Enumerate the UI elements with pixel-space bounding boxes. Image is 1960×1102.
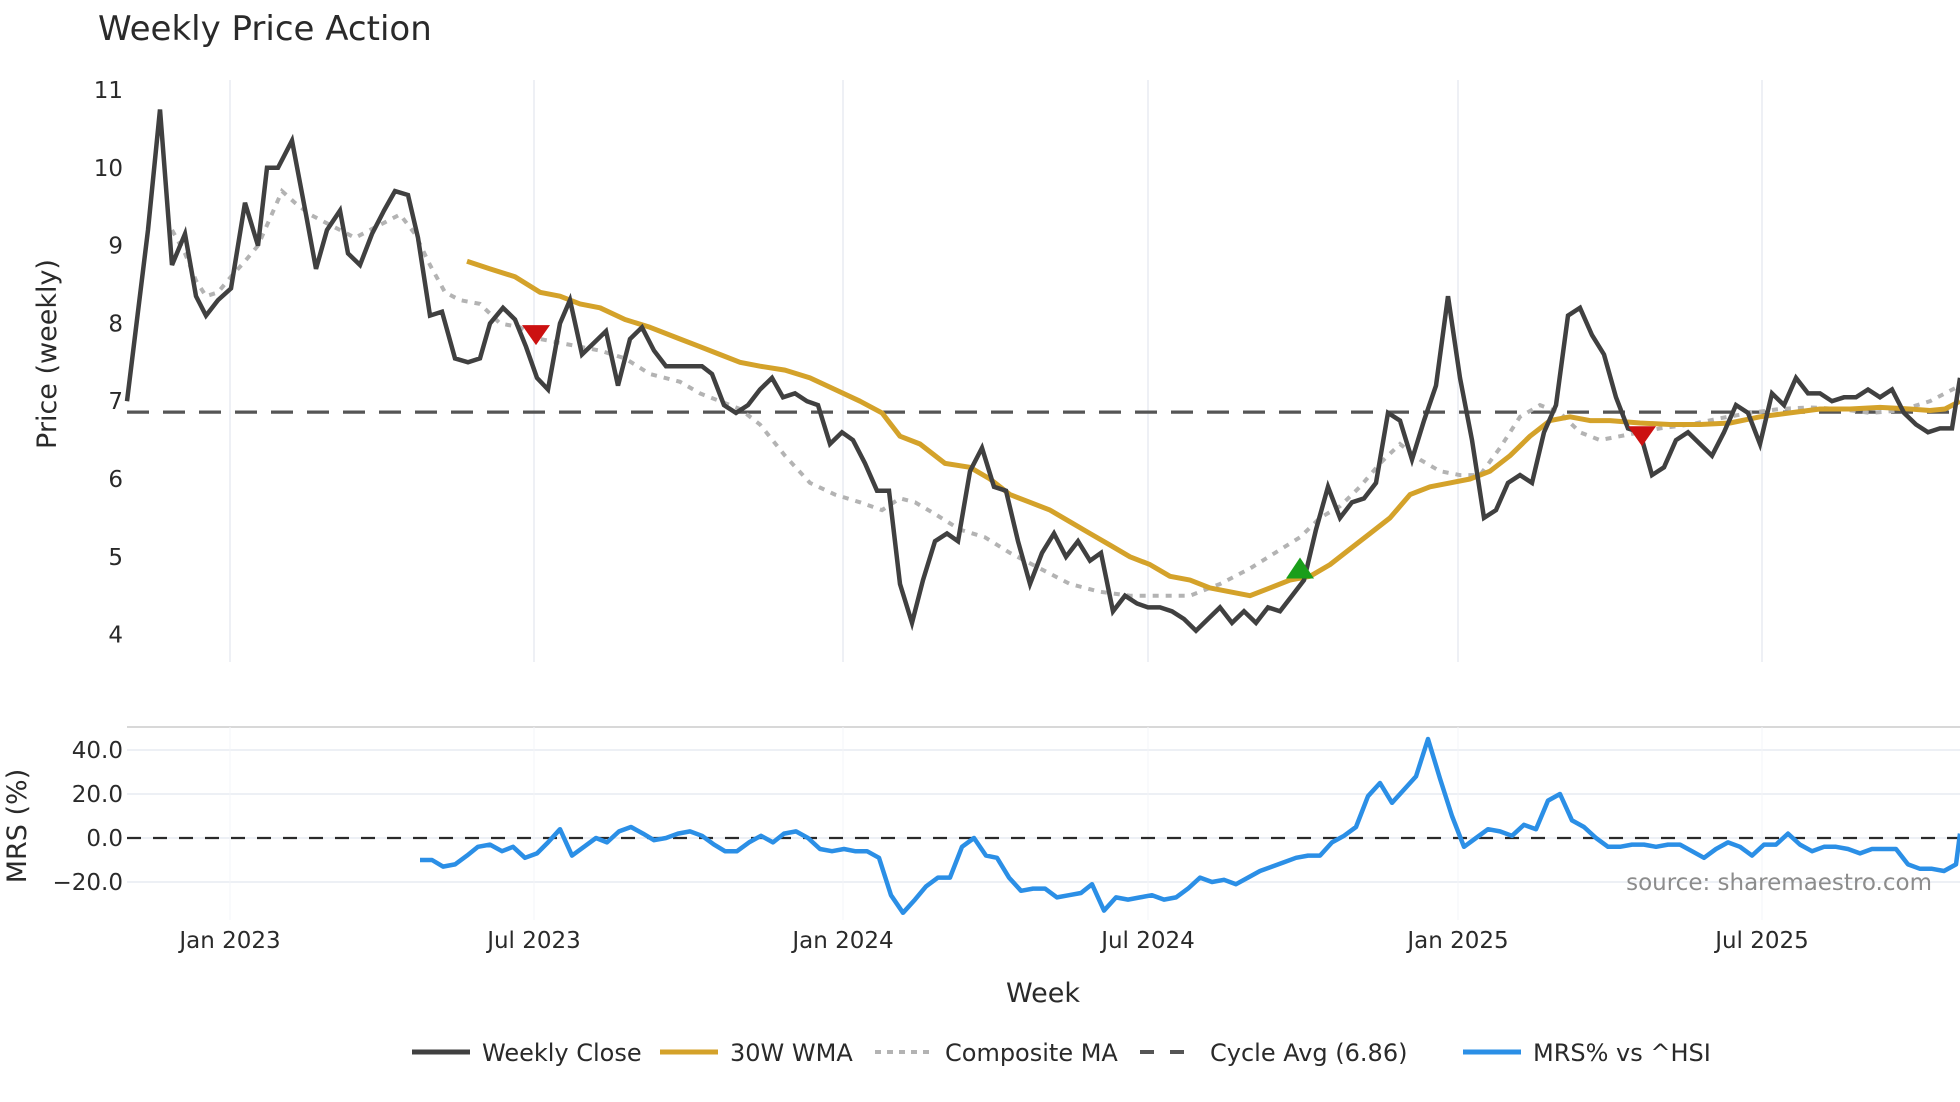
mrs-tick-label: 20.0 [72, 782, 123, 808]
price-tick-label: 9 [108, 234, 123, 260]
price-tick-label: 10 [94, 156, 123, 182]
legend-label: Cycle Avg (6.86) [1210, 1039, 1407, 1067]
price-grid [229, 80, 1763, 662]
buy-signal-triangle-icon [1286, 557, 1314, 579]
price-tick-label: 8 [108, 311, 123, 337]
signal-markers [522, 325, 1656, 579]
price-y-ticks: 11 10 9 8 7 6 5 4 [94, 78, 123, 649]
composite-ma-line [170, 187, 1960, 598]
legend-label: Composite MA [945, 1039, 1118, 1067]
price-tick-label: 4 [108, 623, 123, 649]
price-y-axis-label: Price (weekly) [32, 259, 63, 449]
x-axis-label: Week [1006, 978, 1080, 1009]
legend-label: Weekly Close [482, 1039, 642, 1067]
price-tick-label: 7 [108, 389, 123, 415]
legend: Weekly Close 30W WMA Composite MA Cycle Avg… [412, 1039, 1711, 1067]
price-tick-label: 5 [108, 545, 123, 571]
weekly-close-line [124, 109, 1960, 634]
mrs-y-ticks: 40.0 20.0 0.0 −20.0 [53, 738, 123, 896]
price-tick-label: 6 [108, 467, 123, 493]
wma-30w-line [466, 258, 1960, 599]
legend-item[interactable]: Composite MA [875, 1039, 1118, 1067]
mrs-tick-label: 0.0 [86, 826, 123, 852]
x-tick-label: Jan 2024 [790, 928, 893, 954]
x-tick-label: Jul 2023 [485, 928, 581, 954]
x-tick-label: Jul 2025 [1713, 928, 1809, 954]
x-axis-ticks: Jan 2023 Jul 2023 Jan 2024 Jul 2024 Jan 2025… [177, 928, 1808, 954]
sell-signal-triangle-icon [1628, 426, 1656, 447]
sell-signal-triangle-icon [522, 325, 550, 346]
mrs-line [420, 736, 1960, 916]
price-tick-label: 11 [94, 78, 123, 104]
source-label: source: sharemaestro.com [1626, 870, 1932, 896]
mrs-tick-label: −20.0 [53, 870, 123, 896]
x-tick-label: Jul 2024 [1099, 928, 1195, 954]
legend-item[interactable]: Cycle Avg (6.86) [1140, 1039, 1407, 1067]
mrs-y-axis-label: MRS (%) [2, 769, 33, 884]
legend-item[interactable]: Weekly Close [412, 1039, 642, 1067]
legend-label: 30W WMA [730, 1039, 853, 1067]
x-tick-label: Jan 2023 [177, 928, 280, 954]
legend-item[interactable]: MRS% vs ^HSI [1463, 1039, 1711, 1067]
x-tick-label: Jan 2025 [1405, 928, 1508, 954]
legend-label: MRS% vs ^HSI [1533, 1039, 1711, 1067]
chart-title: Weekly Price Action [98, 9, 432, 49]
legend-item[interactable]: 30W WMA [660, 1039, 853, 1067]
mrs-tick-label: 40.0 [72, 738, 123, 764]
